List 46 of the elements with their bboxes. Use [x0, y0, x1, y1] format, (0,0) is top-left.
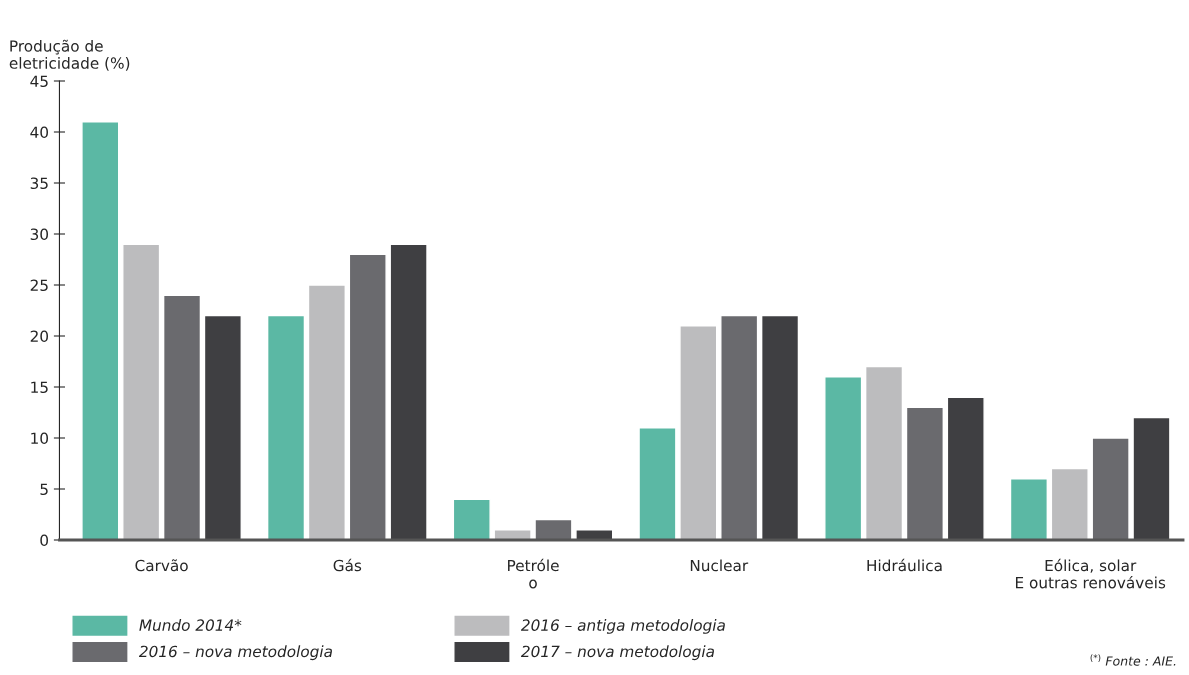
bar — [389, 243, 428, 540]
bar — [824, 376, 863, 540]
bar — [493, 529, 532, 540]
y-tick-label: 5 — [40, 483, 48, 496]
x-tick-label: Gás — [333, 558, 362, 572]
bar — [452, 498, 491, 540]
bar — [203, 314, 242, 540]
y-axis-title: Produção de eletricidade (%) — [9, 39, 130, 71]
bar — [864, 365, 904, 540]
legend-label: 2016 – antiga metodologia — [520, 619, 725, 634]
bar — [679, 325, 718, 540]
bar — [1050, 467, 1089, 540]
y-tick-label: 0 — [40, 534, 49, 547]
bar — [266, 314, 306, 540]
legend-label: 2016 – nova metodologia — [138, 645, 332, 661]
bar — [575, 529, 614, 540]
y-tick-label: 10 — [31, 432, 49, 445]
bar — [1132, 416, 1171, 540]
bar — [1009, 478, 1048, 540]
bar — [122, 243, 161, 540]
bar — [1091, 437, 1130, 540]
y-tick-label: 20 — [30, 330, 49, 343]
x-tick-label: Eólica, solar E outras renováveis — [1015, 558, 1166, 589]
bar — [638, 427, 677, 540]
bar — [760, 314, 800, 540]
text: $^{(*)}$ Fonte : AIE. — [1090, 654, 1176, 666]
x-tick-label: Hidráulica — [867, 558, 942, 572]
x-tick-label: Carvão — [135, 559, 188, 572]
bar — [307, 284, 346, 540]
y-tick-label: 25 — [30, 279, 48, 292]
bar — [162, 294, 202, 540]
y-tick-label: 30 — [30, 228, 49, 241]
y-tick-label: 45 — [30, 75, 48, 88]
y-tick-label: 35 — [30, 177, 48, 190]
x-tick-label: Nuclear — [690, 559, 749, 572]
legend-label: Mundo 2014* — [139, 619, 242, 631]
bar — [348, 253, 387, 540]
x-tick-label: Petróle o — [508, 558, 559, 589]
bar — [534, 518, 573, 540]
bar — [946, 396, 985, 540]
y-tick-label: 15 — [31, 381, 48, 394]
legend-label: 2017 – nova metodologia — [520, 645, 714, 661]
y-tick-label: 40 — [30, 126, 49, 139]
bar — [720, 314, 759, 540]
bar — [81, 121, 120, 540]
bar — [905, 406, 944, 540]
